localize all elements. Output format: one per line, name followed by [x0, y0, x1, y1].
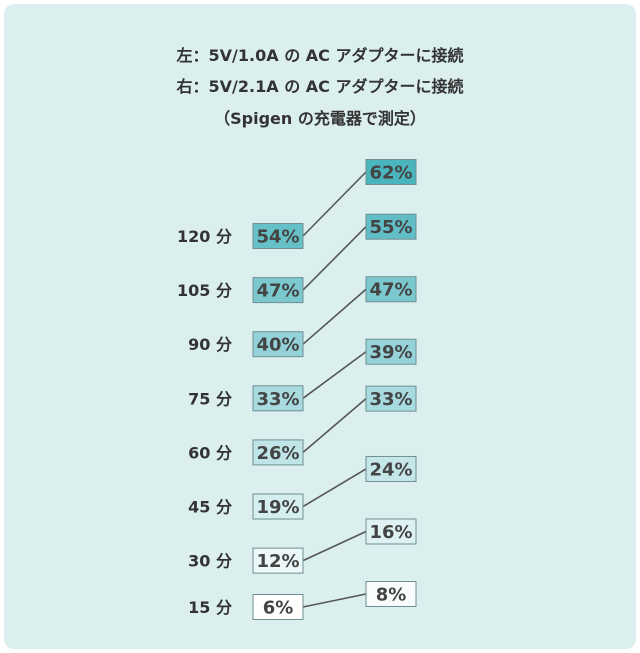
left-value-label: 33% — [256, 389, 299, 410]
right-value-label: 47% — [369, 280, 412, 301]
connector-line — [302, 593, 367, 608]
right-value-label: 24% — [369, 459, 412, 480]
left-value-box — [252, 439, 304, 466]
left-value-label: 19% — [256, 497, 299, 518]
right-value-box — [365, 581, 417, 607]
category-label: 60 分 — [188, 443, 232, 462]
connector-line — [302, 171, 367, 237]
value-boxes: 54% 62% 47% 55% 40% 47% 33% 39% 26% 33% 19% 24% 12% 1… — [252, 159, 417, 620]
category-label: 45 分 — [188, 498, 232, 517]
title-line-3: （Spigen の充電器で測定） — [214, 109, 426, 128]
left-value-box — [252, 277, 304, 304]
connector-line — [302, 398, 367, 454]
title-line-1: 左：5V/1.0A の AC アダプターに接続 — [176, 46, 464, 65]
right-value-box — [365, 213, 417, 240]
right-value-label: 8% — [376, 585, 407, 606]
left-value-label: 6% — [263, 598, 294, 619]
right-value-box — [365, 455, 417, 482]
connector-line — [302, 288, 367, 345]
left-value-box — [252, 331, 304, 358]
right-value-box — [365, 518, 417, 545]
left-value-label: 47% — [256, 281, 299, 302]
category-label: 120 分 — [177, 227, 232, 246]
left-value-box — [252, 547, 304, 574]
chart-panel — [4, 4, 636, 649]
left-value-label: 40% — [256, 335, 299, 356]
category-label: 105 分 — [177, 281, 232, 300]
category-label: 30 分 — [188, 552, 232, 571]
title-line-2: 右：5V/2.1A の AC アダプターに接続 — [176, 77, 464, 96]
right-value-label: 39% — [369, 342, 412, 363]
category-label: 75 分 — [188, 389, 232, 408]
right-value-label: 55% — [369, 217, 412, 238]
right-value-box — [365, 159, 417, 185]
category-labels: 120 分 105 分 90 分 75 分 60 分 45 分 30 分 15 分 — [177, 227, 232, 617]
connector-line — [302, 226, 367, 291]
category-label: 90 分 — [188, 335, 232, 354]
right-value-label: 16% — [369, 522, 412, 543]
left-value-box — [252, 223, 304, 249]
right-value-label: 33% — [369, 389, 412, 410]
left-value-label: 12% — [256, 551, 299, 572]
left-value-label: 26% — [256, 443, 299, 464]
connector-lines — [302, 171, 367, 608]
left-value-box — [252, 594, 304, 620]
connector-line — [302, 468, 367, 508]
category-label: 15 分 — [188, 598, 232, 617]
connector-line — [302, 530, 367, 562]
right-value-box — [365, 385, 417, 412]
left-value-box — [252, 493, 304, 520]
right-value-box — [365, 276, 417, 303]
left-value-label: 54% — [256, 227, 299, 248]
connector-line — [302, 351, 367, 399]
left-value-box — [252, 385, 304, 412]
right-value-box — [365, 338, 417, 365]
right-value-label: 62% — [369, 163, 412, 184]
